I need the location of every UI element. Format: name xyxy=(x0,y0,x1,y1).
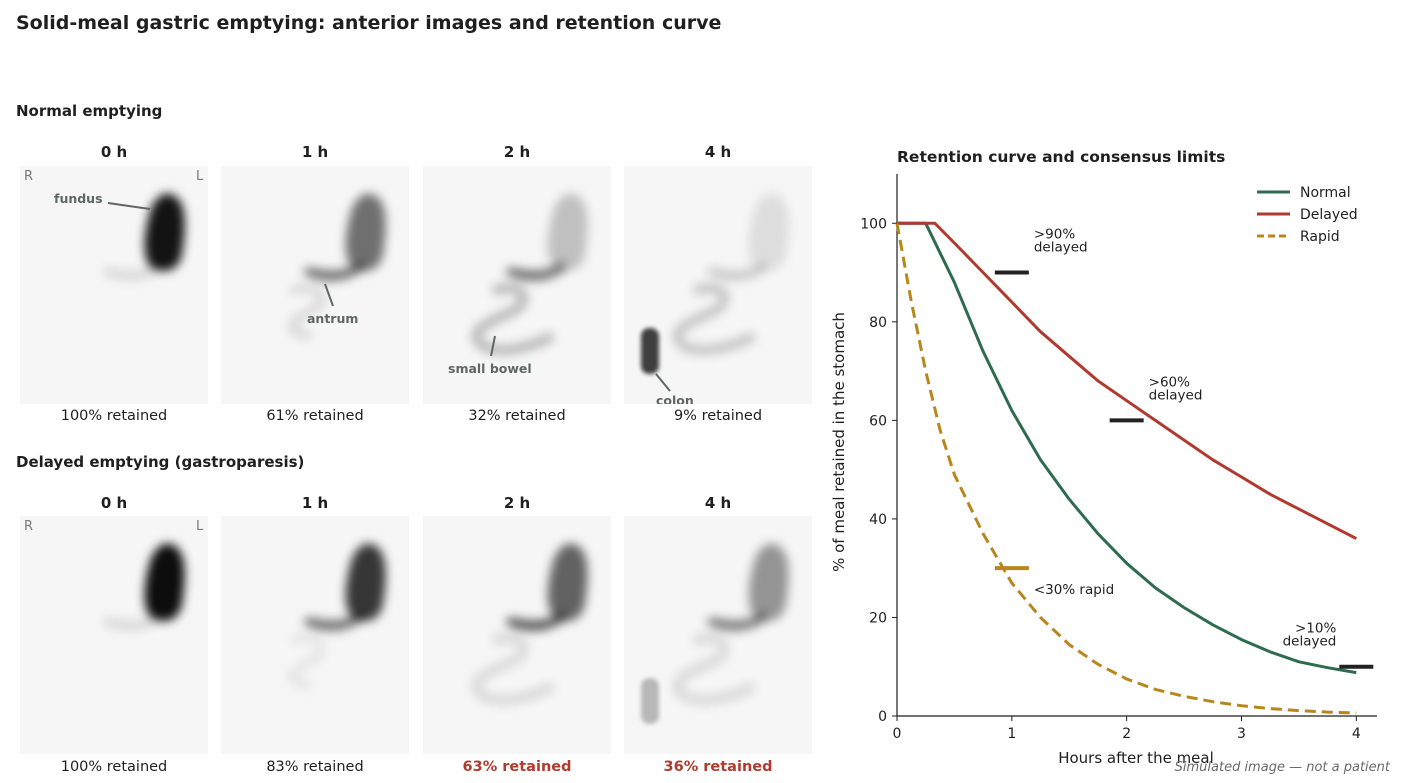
retention-caption-abnormal: 63% retained xyxy=(462,759,572,775)
legend-label-normal: Normal xyxy=(1300,185,1351,201)
panel-label: 2 h xyxy=(503,494,531,512)
limit-label: <30% rapid xyxy=(1034,582,1114,598)
annotation-arrow xyxy=(655,373,671,392)
scan-normal-4h: colon xyxy=(624,166,812,404)
x-tick-label: 1 xyxy=(1007,726,1016,742)
y-tick-label: 40 xyxy=(869,512,887,528)
scan-normal-2h: small bowel xyxy=(423,166,611,404)
panel-label: 4 h xyxy=(704,143,732,161)
annotation-arrow xyxy=(324,283,334,307)
limit-label: >60% delayed xyxy=(1149,374,1203,403)
retention-caption: 9% retained xyxy=(673,408,763,424)
retention-caption: 83% retained xyxy=(266,759,364,775)
annotation-arrow xyxy=(107,202,151,210)
x-tick-label: 4 xyxy=(1352,726,1361,742)
y-tick-label: 60 xyxy=(869,413,887,429)
scan-delayed-0h: R L xyxy=(20,516,208,754)
limit-label: >90% delayed xyxy=(1034,227,1088,256)
panel-label: 1 h xyxy=(301,494,329,512)
annotation-fundus: fundus xyxy=(54,191,103,206)
panel-label: 1 h xyxy=(301,143,329,161)
chart-limits: >90% delayed >60% delayed >10% delayed <30% ra… xyxy=(994,227,1374,669)
retention-caption: 32% retained xyxy=(468,408,566,424)
section-title-delayed: Delayed emptying (gastroparesis) xyxy=(16,453,305,471)
y-tick-label: 0 xyxy=(878,709,887,725)
orientation-left-label: L xyxy=(196,169,204,184)
annotation-arrow xyxy=(490,335,496,357)
scan-normal-1h: antrum xyxy=(221,166,409,404)
annotation-antrum: antrum xyxy=(307,311,358,326)
page-title: Solid-meal gastric emptying: anterior im… xyxy=(16,12,722,34)
panel-label: 0 h xyxy=(100,143,128,161)
x-tick-label: 3 xyxy=(1237,726,1246,742)
retention-chart: Retention curve and consensus limits 0 1 2… xyxy=(830,148,1377,767)
x-axis-label: Hours after the meal xyxy=(1058,749,1214,767)
retention-caption: 100% retained xyxy=(60,759,168,775)
legend-label-delayed: Delayed xyxy=(1300,207,1358,223)
orientation-left-label: L xyxy=(196,519,204,534)
orientation-right-label: R xyxy=(24,519,33,534)
y-tick-label: 80 xyxy=(869,315,887,331)
orientation-right-label: R xyxy=(24,169,33,184)
retention-caption: 61% retained xyxy=(266,408,364,424)
chart-title: Retention curve and consensus limits xyxy=(897,148,1225,166)
scan-delayed-2h xyxy=(423,516,611,754)
scan-delayed-1h xyxy=(221,516,409,754)
annotation-small-bowel: small bowel xyxy=(448,361,532,376)
y-axis-label: % of meal retained in the stomach xyxy=(830,312,848,572)
chart-legend: Normal Delayed Rapid xyxy=(1257,185,1358,245)
annotation-colon: colon xyxy=(656,393,694,404)
scan-normal-0h: R L fundus xyxy=(20,166,208,404)
scan-delayed-4h xyxy=(624,516,812,754)
panel-label: 4 h xyxy=(704,494,732,512)
section-title-normal: Normal emptying xyxy=(16,102,163,120)
y-tick-label: 100 xyxy=(860,216,887,232)
limit-label: >10% delayed xyxy=(1283,621,1337,650)
retention-caption: 100% retained xyxy=(60,408,168,424)
legend-label-rapid: Rapid xyxy=(1300,229,1340,245)
panel-label: 2 h xyxy=(503,143,531,161)
chart-series xyxy=(895,221,1357,715)
x-tick-label: 2 xyxy=(1122,726,1131,742)
retention-caption-abnormal: 36% retained xyxy=(663,759,773,775)
panel-label: 0 h xyxy=(100,494,128,512)
x-tick-label: 0 xyxy=(893,726,902,742)
series-line-normal xyxy=(897,221,1357,675)
series-line-delayed xyxy=(897,221,1357,540)
y-tick-label: 20 xyxy=(869,610,887,626)
series-line-rapid xyxy=(895,223,1357,715)
footnote: Simulated image — not a patient xyxy=(1174,760,1390,775)
